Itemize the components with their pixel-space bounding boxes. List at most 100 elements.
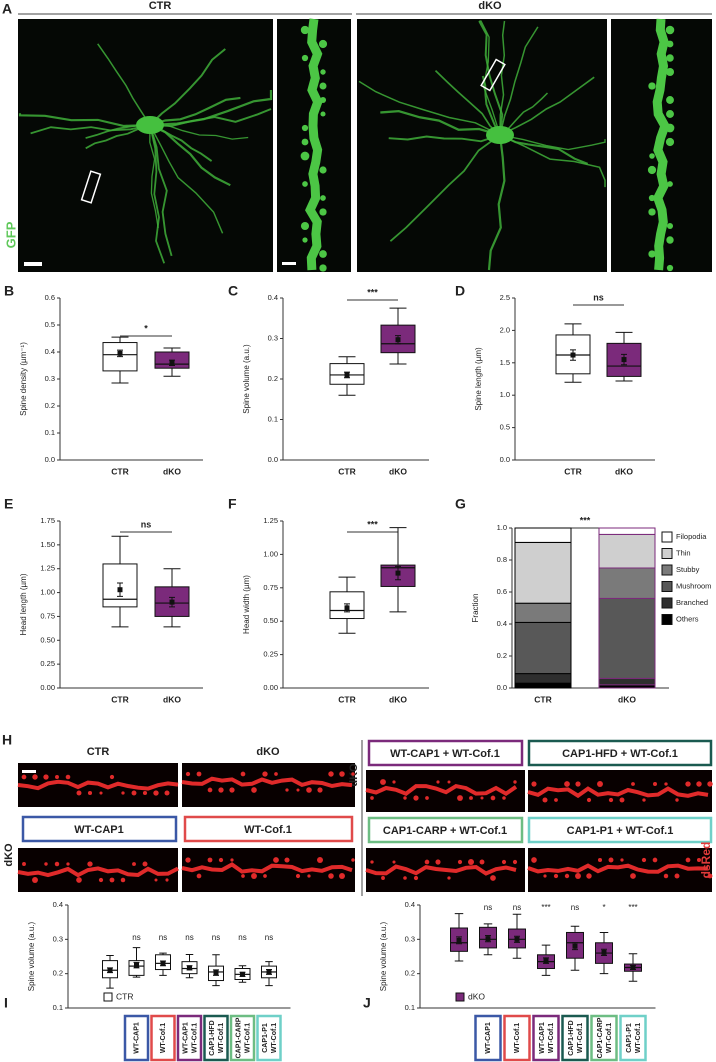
x-tick-label: dKO <box>615 466 633 476</box>
mean <box>621 357 627 363</box>
y-tick-label: 0.3 <box>53 934 63 943</box>
whisker-low <box>111 370 129 384</box>
spine <box>241 874 245 878</box>
spine <box>218 857 224 863</box>
label-box <box>183 815 354 843</box>
spine <box>457 859 463 865</box>
scale-bar <box>22 770 36 773</box>
spine <box>339 873 345 879</box>
x-tick-label: CAP1-P1 <box>626 1023 633 1053</box>
spine <box>663 873 669 879</box>
y-tick-label: 0.75 <box>40 611 55 620</box>
micrograph <box>357 19 607 272</box>
y-tick-label: 0.00 <box>40 683 55 692</box>
legend-swatch <box>661 597 673 609</box>
whisker-high <box>185 953 194 962</box>
y-tick-label: 0.5 <box>500 423 510 432</box>
neurons <box>18 18 675 272</box>
significance: ns <box>484 903 492 912</box>
spine <box>666 96 674 104</box>
category-box <box>256 1014 282 1062</box>
y-tick-label: 0.75 <box>263 583 278 592</box>
mean <box>117 350 123 356</box>
bar-segment <box>598 527 656 535</box>
y-tick-label: 0.1 <box>45 428 55 437</box>
spine <box>381 876 385 880</box>
mean <box>240 971 245 977</box>
spine <box>142 861 148 867</box>
whisker-high <box>111 336 129 343</box>
y-tick-label: 0.50 <box>40 635 55 644</box>
spine <box>707 873 713 879</box>
y-tick-label: 0.6 <box>45 293 55 302</box>
spine <box>457 795 463 801</box>
y-axis-label: Head width (µm) <box>242 575 251 634</box>
dendrite <box>499 134 606 188</box>
spine <box>501 859 507 865</box>
whisker-high <box>615 331 633 344</box>
whisker-low <box>599 963 609 975</box>
spine <box>164 790 170 796</box>
spine <box>306 787 312 793</box>
spine <box>351 858 355 862</box>
spine <box>55 775 59 779</box>
spine <box>652 857 658 863</box>
panel-letter: A <box>2 1 12 17</box>
spine <box>229 787 235 793</box>
significance: ns <box>212 933 220 942</box>
spine <box>666 236 674 244</box>
category-box <box>203 1014 229 1062</box>
y-tick-label: 1.0 <box>500 390 510 399</box>
x-tick-label: CTR <box>111 694 128 704</box>
image-label: CTR <box>149 0 172 12</box>
whisker-low <box>111 606 129 628</box>
spine <box>320 195 326 201</box>
x-tick-label: WT-CAP1 <box>182 1022 189 1054</box>
mean <box>395 337 401 343</box>
dendrite <box>365 783 518 797</box>
label-box <box>367 816 524 844</box>
significance: * <box>144 323 148 333</box>
panel-letter: E <box>4 496 13 512</box>
spine <box>648 82 656 90</box>
spine <box>619 797 625 803</box>
y-tick-label: 1.50 <box>40 540 55 549</box>
y-tick-label: 0.4 <box>497 619 507 628</box>
panel-a: A CTR dKO GFP <box>2 0 712 272</box>
y-tick-label: 1.25 <box>40 564 55 573</box>
x-tick-label: dKO <box>389 466 407 476</box>
spine <box>597 857 603 863</box>
x-tick-label: CAP1-HFD <box>209 1020 216 1055</box>
spine <box>665 123 675 133</box>
spine <box>608 797 614 803</box>
image-label: CAP1-P1 + WT-Cof.1 <box>567 825 674 837</box>
x-tick-label: WT-Cof.1 <box>548 1023 555 1053</box>
x-tick-label: WT-Cof.1 <box>606 1023 613 1053</box>
legend-swatch <box>661 531 673 543</box>
x-tick-label: WT-CAP1 <box>133 1022 140 1054</box>
spine <box>65 774 71 780</box>
spine <box>218 787 224 793</box>
bar-segment <box>598 677 656 686</box>
dendrite <box>149 124 166 264</box>
bar-segment <box>598 567 656 599</box>
dendrite <box>149 124 173 257</box>
spine <box>554 798 558 802</box>
spine <box>490 795 496 801</box>
image-label: CAP1-CARP + WT-Cof.1 <box>383 825 507 837</box>
category-box <box>176 1014 203 1062</box>
mean <box>514 936 520 942</box>
dendrite <box>481 75 501 136</box>
spine <box>664 782 668 786</box>
dendrite <box>499 134 606 151</box>
whisker-high <box>265 961 273 967</box>
spine <box>425 796 429 800</box>
x-tick-label: WT-Cof.1 <box>244 1023 251 1053</box>
x-tick-label: CAP1-P1 <box>262 1023 269 1053</box>
panel-letter: H <box>2 732 12 748</box>
spine <box>301 124 309 132</box>
spine <box>302 181 308 187</box>
whisker-high <box>212 954 220 967</box>
category-box <box>150 1014 176 1062</box>
legend-label: Mushroom <box>676 581 711 590</box>
